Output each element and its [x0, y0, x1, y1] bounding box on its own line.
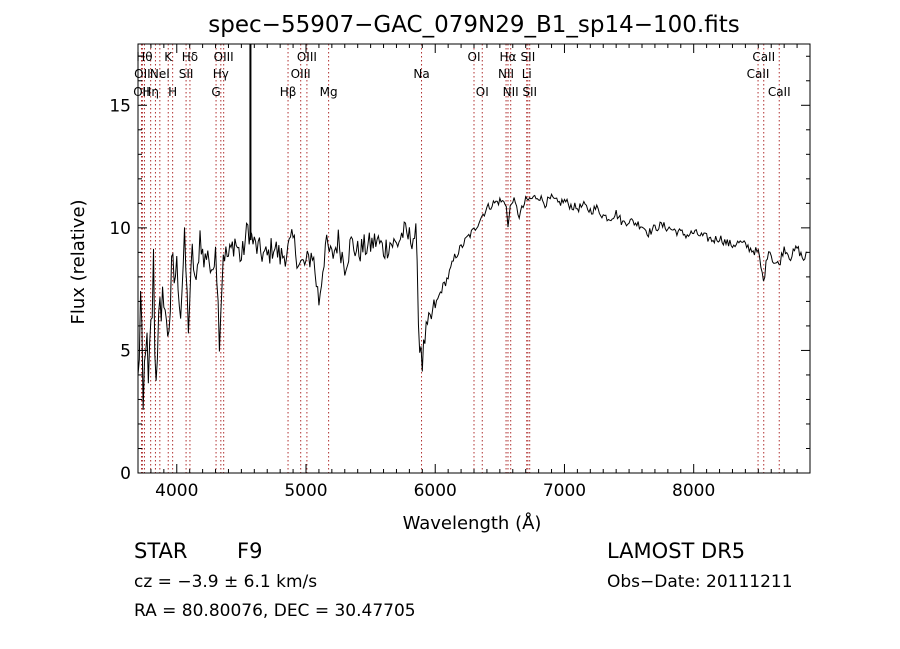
y-axis-label: Flux (relative) [68, 199, 89, 324]
y-ticks: 0 5 10 15 [109, 55, 810, 484]
y-tick-label: 5 [120, 341, 131, 361]
series-group [137, 44, 808, 410]
line-marker-label-21: Hα [500, 50, 517, 64]
observation-date: Obs−Date: 20111211 [607, 572, 793, 592]
x-ticks: 4000 5000 6000 7000 8000 [150, 44, 811, 501]
line-marker-label-27: CaII [752, 50, 775, 64]
line-marker-label-24: SII [521, 50, 536, 64]
line-marker-label-0: OII [133, 85, 150, 99]
object-subclass: F9 [237, 539, 263, 563]
x-axis-label: Wavelength (Å) [403, 512, 542, 534]
line-marker-label-5: NeI [150, 67, 170, 81]
line-marker-label-9: Hδ [182, 50, 198, 64]
line-marker-label-14: OIII [291, 67, 311, 81]
line-marker-label-3: Hη [142, 85, 159, 99]
redshift-velocity: cz = −3.9 ± 6.1 km/s [134, 572, 318, 592]
line-marker-label-19: OI [476, 85, 489, 99]
x-tick-label: 6000 [414, 481, 457, 501]
y-tick-label: 0 [120, 464, 131, 484]
line-marker-label-15: OIII [297, 50, 317, 64]
line-marker-label-18: OI [468, 50, 481, 64]
x-tick-label: 5000 [284, 481, 327, 501]
spectrum-line [137, 192, 808, 410]
chart-title: spec−55907−GAC_079N29_B1_sp14−100.fits [208, 12, 739, 38]
ra-dec-coordinates: RA = 80.80076, DEC = 30.47705 [134, 601, 416, 621]
line-marker-label-28: CaII [768, 85, 791, 99]
line-marker-label-10: G [211, 85, 220, 99]
line-marker-label-22: NII [503, 85, 519, 99]
line-marker-label-8: SII [179, 67, 194, 81]
y-tick-label: 15 [109, 96, 131, 116]
line-marker-label-7: H [168, 85, 177, 99]
line-marker-label-11: Hγ [213, 67, 229, 81]
line-marker-label-25: SII [522, 85, 537, 99]
line-marker-label-23: Li [522, 67, 532, 81]
line-marker-label-17: Na [413, 67, 429, 81]
line-marker-label-13: Hβ [280, 85, 297, 99]
object-class: STAR [134, 539, 188, 563]
line-marker-labels: OIIOIIHθHηNeIKHSIIHδGHγOIIIHβOIIIOIIIMgN… [133, 50, 790, 99]
line-marker-label-26: CaII [747, 67, 770, 81]
y-tick-label: 10 [109, 219, 131, 239]
line-marker-label-6: K [164, 50, 173, 64]
line-marker-label-12: OIII [214, 50, 234, 64]
line-marker-label-2: Hθ [136, 50, 152, 64]
x-tick-label: 4000 [155, 481, 198, 501]
line-marker-label-20: NII [498, 67, 514, 81]
x-tick-label: 7000 [543, 481, 586, 501]
survey-name: LAMOST DR5 [607, 539, 746, 563]
x-tick-label: 8000 [672, 481, 715, 501]
line-markers [140, 44, 780, 473]
line-marker-label-1: OII [134, 67, 151, 81]
line-marker-label-16: Mg [320, 85, 338, 99]
